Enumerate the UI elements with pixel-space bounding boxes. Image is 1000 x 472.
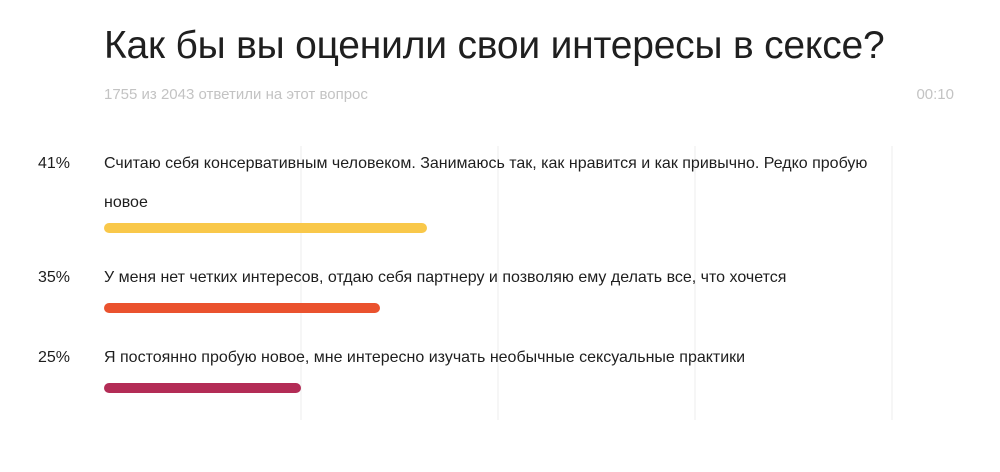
answer-percent: 41%: [38, 155, 71, 172]
timer: 00:10: [916, 86, 954, 103]
responses-count: 1755 из 2043 ответили на этот вопрос: [104, 86, 368, 103]
answer-label: Считаю себя консервативным человеком. За…: [104, 155, 868, 211]
answer-bar: [104, 383, 301, 393]
answer-bar: [104, 223, 428, 233]
answer-percent: 35%: [38, 269, 71, 286]
answer-percent: 25%: [38, 349, 71, 366]
answer-bar: [104, 303, 380, 313]
answer-label: Я постоянно пробую новое, мне интересно …: [104, 349, 746, 366]
answer-label: У меня нет четких интересов, отдаю себя …: [104, 269, 787, 286]
page-title: Как бы вы оценили свои интересы в сексе?: [104, 24, 885, 67]
